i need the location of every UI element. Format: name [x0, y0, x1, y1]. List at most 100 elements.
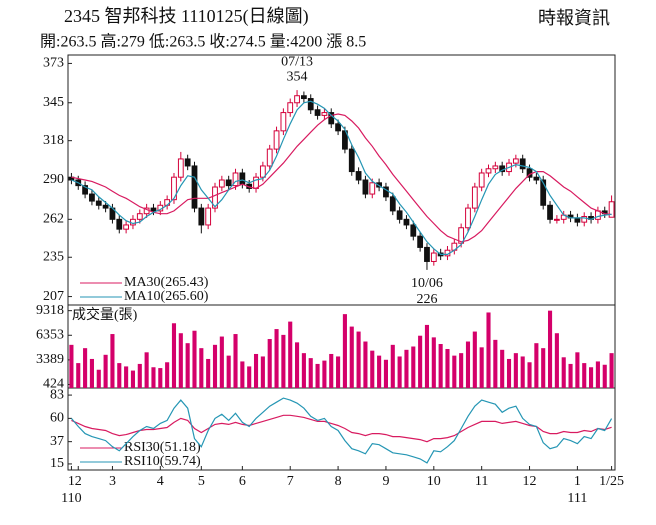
source: 時報資訊 — [538, 8, 610, 28]
candle-body — [177, 158, 184, 178]
volume-bar — [137, 363, 142, 388]
candle-body — [362, 179, 369, 195]
volume-bar — [547, 310, 553, 388]
candle-body — [184, 158, 191, 167]
candle-body — [547, 204, 553, 220]
candle-body — [321, 112, 328, 116]
y-tick-label: 373 — [43, 56, 64, 71]
candle-body — [335, 123, 341, 132]
candle-body — [417, 235, 424, 248]
candle-body — [191, 165, 198, 209]
x-tick-label: 2 — [75, 474, 82, 489]
candle-body — [239, 172, 246, 185]
volume-bar — [144, 352, 149, 388]
candle-body — [608, 201, 615, 218]
x-tick-label: 6 — [239, 474, 246, 489]
volume-bar — [506, 358, 512, 388]
candle-body — [410, 224, 417, 237]
volume-bar — [260, 356, 265, 388]
volume-bar — [520, 356, 525, 388]
candle-body — [294, 95, 300, 104]
x-tick-label: 11 — [475, 474, 488, 489]
line — [71, 414, 612, 443]
volume-bar — [452, 355, 457, 388]
volume-bar — [165, 362, 170, 388]
candle-body — [150, 207, 157, 212]
volume-panel — [67, 304, 616, 389]
volume-bar — [342, 314, 347, 388]
volume-bar — [479, 347, 484, 388]
candle-body — [116, 218, 123, 230]
volume-bar — [431, 337, 436, 388]
candle-body — [396, 210, 403, 220]
candle-body — [218, 179, 225, 188]
volume-bar — [609, 353, 614, 388]
y-tick-label: 235 — [43, 249, 64, 264]
volume-bar — [377, 355, 382, 388]
candle-body — [492, 165, 499, 170]
x-tick-label: 1 — [68, 474, 75, 489]
y-tick-label: 60 — [50, 411, 64, 426]
volume-bar — [561, 357, 566, 388]
year-label: 110 — [61, 491, 81, 506]
volume-bar — [158, 368, 163, 388]
volume-bar — [568, 363, 573, 388]
candle-body — [232, 172, 239, 187]
candle-body — [198, 207, 205, 226]
candle-body — [512, 158, 519, 164]
volume-bar — [602, 364, 607, 388]
candle-body — [540, 179, 547, 206]
volume-bar — [178, 333, 183, 388]
candle-body — [82, 185, 88, 195]
volume-bar — [253, 353, 259, 388]
y-tick-label: 207 — [43, 289, 64, 304]
y-tick-label: 345 — [43, 95, 64, 110]
legend-label: MA30(265.43) — [124, 275, 209, 290]
volume-bar — [595, 361, 600, 388]
candle-body — [389, 196, 396, 212]
volume-bar — [199, 348, 204, 388]
candle-body — [225, 179, 232, 187]
volume-bar — [301, 353, 306, 388]
y-tick-label: 15 — [50, 456, 64, 471]
candle-body — [212, 186, 218, 209]
volume-bar — [472, 331, 477, 388]
x-tick-label: 1 — [574, 474, 581, 489]
volume-bar — [390, 344, 395, 388]
candle-body — [205, 207, 212, 226]
candle-body — [478, 172, 485, 188]
low-value: 226 — [416, 292, 437, 307]
legend-label: MA10(265.60) — [124, 289, 209, 304]
x-tick-label: 7 — [287, 474, 294, 489]
x-tick-label: 8 — [335, 474, 342, 489]
candle-body — [403, 218, 410, 226]
volume-bar — [370, 350, 375, 388]
candle-body — [465, 207, 471, 229]
candle-body — [280, 112, 287, 132]
year-label: 111 — [567, 491, 587, 506]
high-date: 07/13 — [281, 54, 313, 69]
volume-bar — [171, 323, 177, 388]
volume-bar — [151, 367, 156, 388]
volume-bar — [418, 335, 423, 388]
volume-bar — [336, 356, 341, 388]
y-tick-label: 3389 — [36, 352, 64, 367]
volume-bar — [206, 358, 211, 388]
volume-bar — [404, 349, 409, 388]
candle-body — [328, 112, 335, 125]
volume-bar — [69, 344, 74, 388]
volume-bar — [308, 358, 313, 388]
candle-body — [102, 204, 109, 209]
candle-body — [266, 148, 273, 167]
volume-bar — [247, 366, 252, 388]
rsi-panel — [67, 387, 616, 471]
volume-bar — [459, 353, 464, 388]
candle-body — [171, 176, 177, 201]
volume-bar — [233, 334, 238, 388]
candle-body — [485, 168, 492, 174]
volume-bar — [219, 336, 224, 388]
y-tick-label: 290 — [43, 172, 64, 187]
x-tick-label: 5 — [198, 474, 205, 489]
volume-bar — [185, 343, 190, 388]
